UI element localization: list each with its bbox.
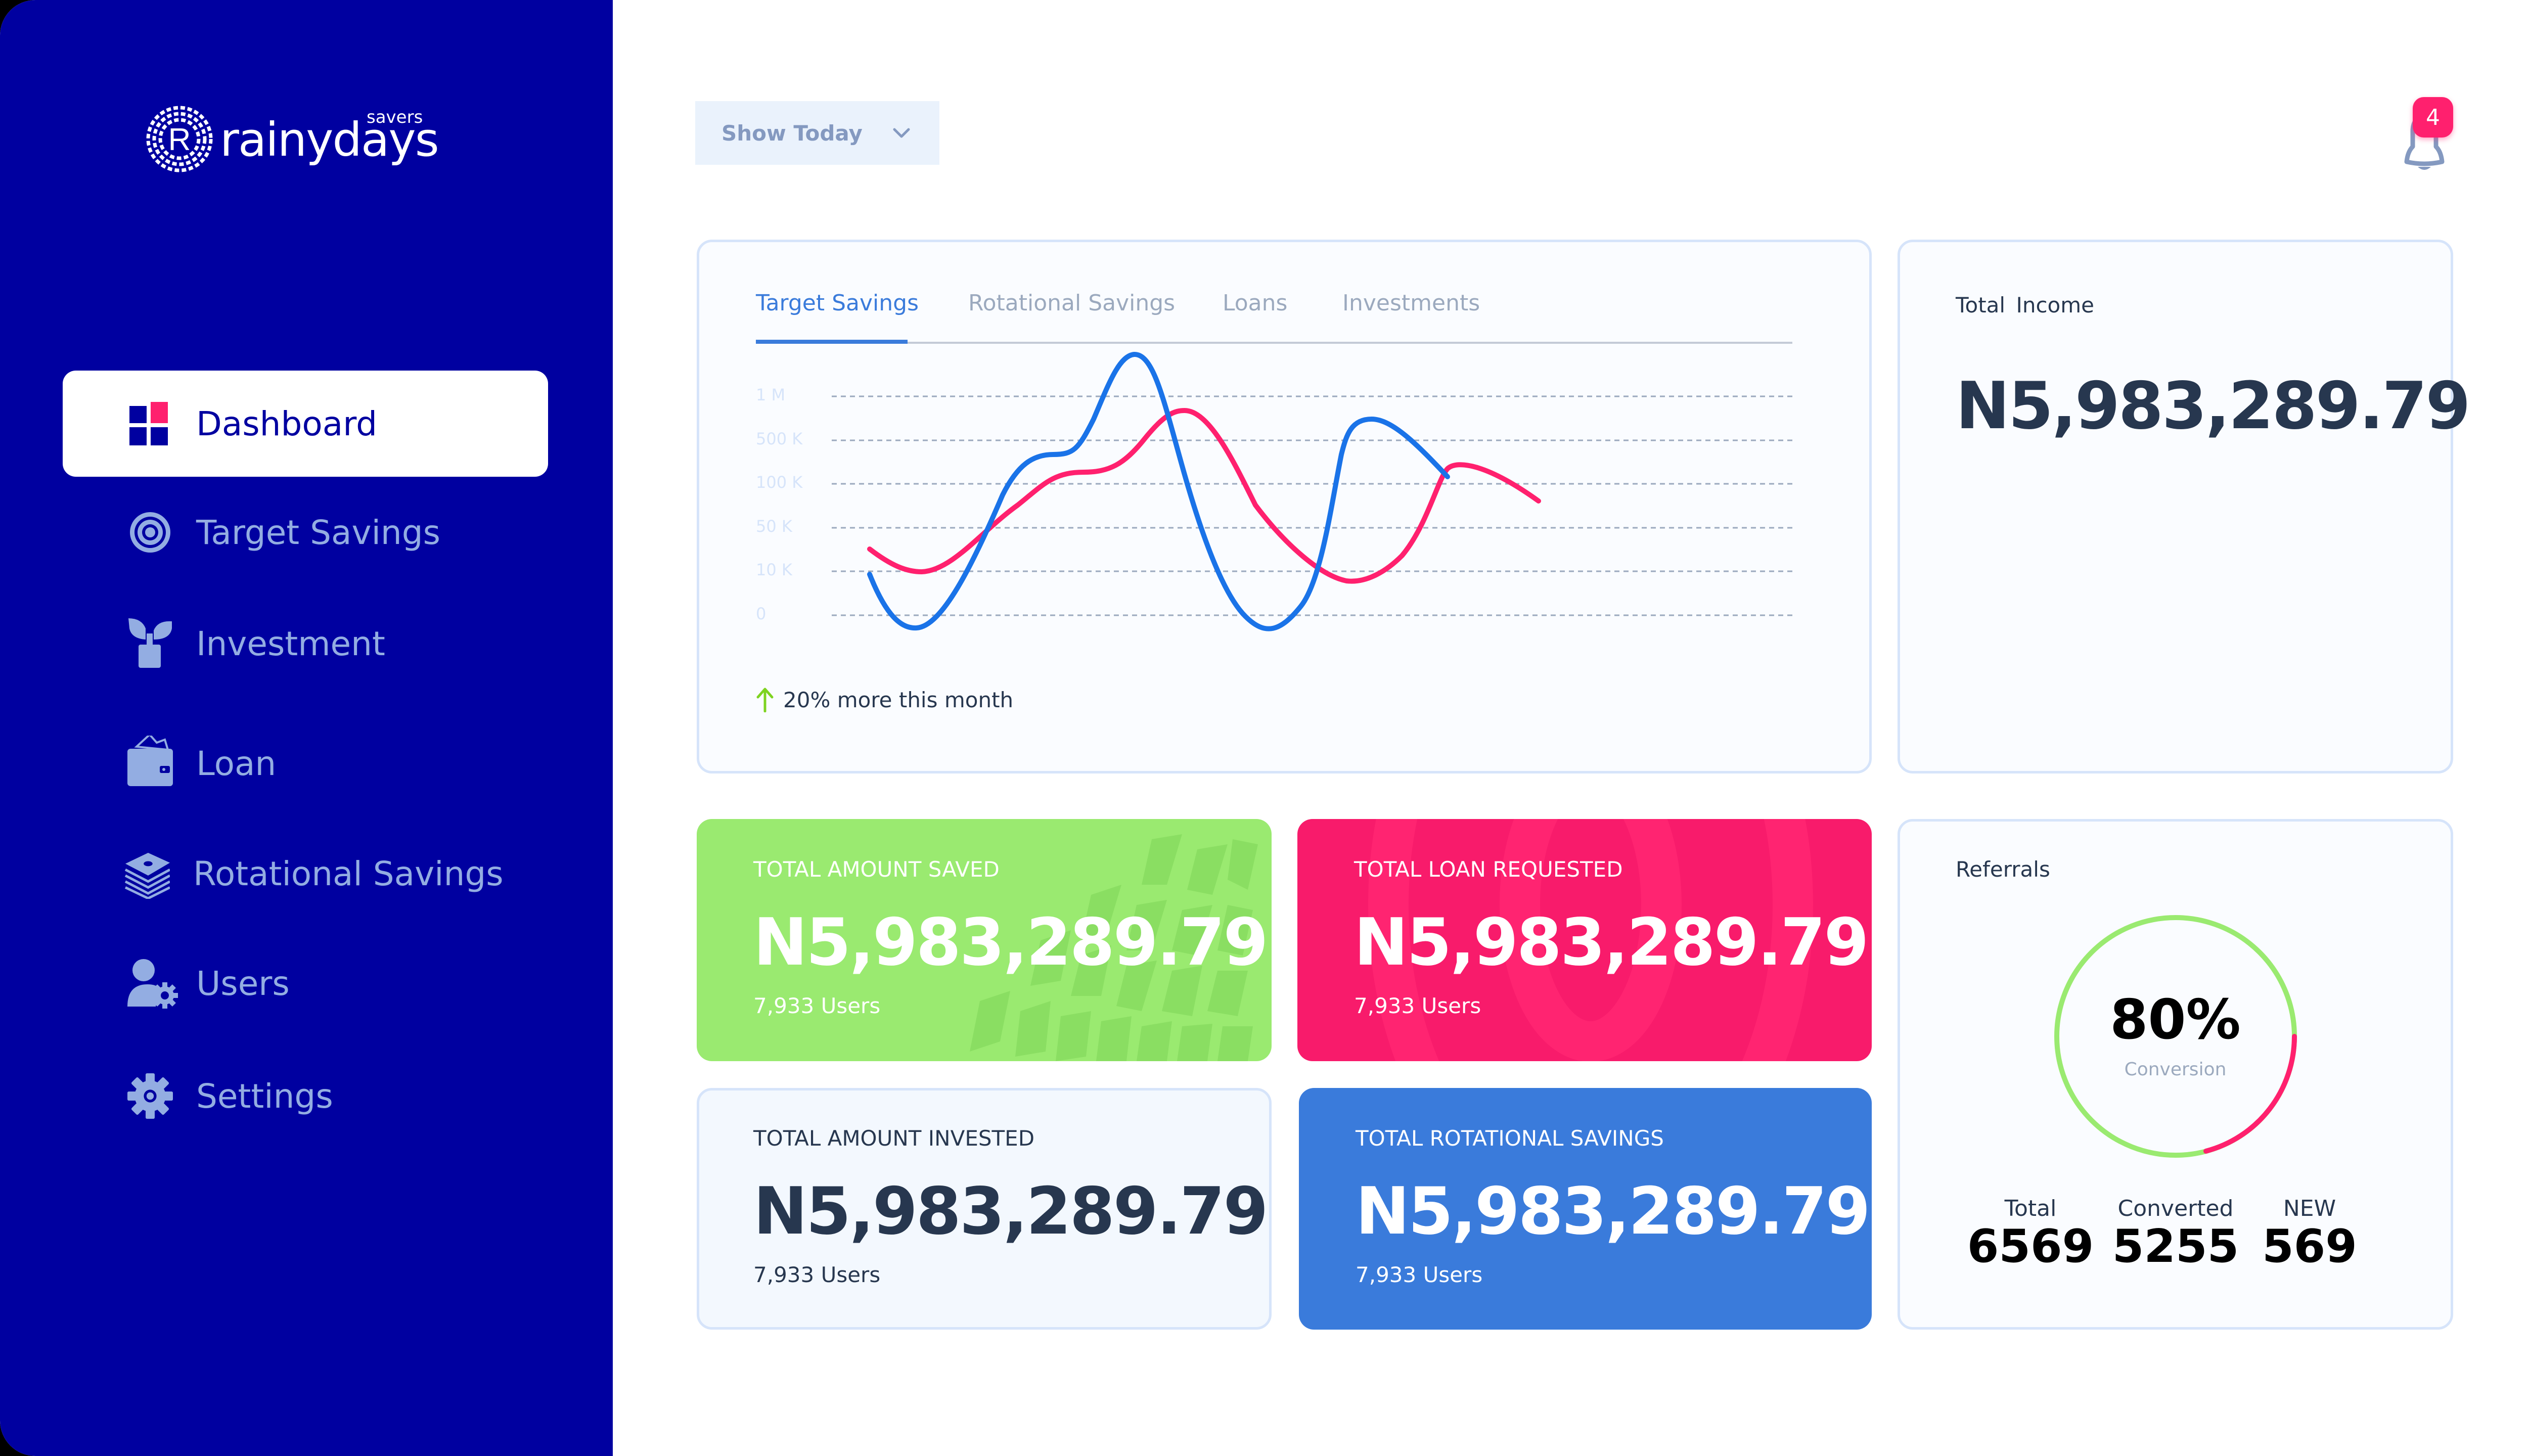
referral-stat-converted: Converted 5255: [2100, 1196, 2251, 1271]
date-filter-value: Show Today: [721, 120, 863, 146]
tab-loans[interactable]: Loans: [1223, 290, 1288, 316]
referrals-title: Referrals: [1956, 857, 2050, 882]
referral-stat-value: 5255: [2112, 1220, 2239, 1273]
money-stack-icon: [124, 852, 170, 899]
total-amount-saved-card[interactable]: TOTAL AMOUNT SAVED N5,983,289.79 7,933 U…: [697, 819, 1272, 1061]
sidebar-item-investment[interactable]: Investment: [63, 590, 548, 697]
stat-value: N5,983,289.79: [753, 905, 1269, 980]
logo-emblem-icon: R: [146, 106, 213, 172]
dashboard-icon: [129, 402, 168, 445]
conversion-label: Conversion: [2124, 1059, 2227, 1080]
gear-icon: [127, 1073, 173, 1119]
tab-target-savings[interactable]: Target Savings: [756, 290, 919, 316]
brand-tagline: savers: [367, 107, 423, 127]
y-axis-tick: 100 K: [756, 473, 803, 492]
referral-stat-new: NEW 569: [2234, 1196, 2385, 1271]
sidebar-item-label: Loan: [196, 744, 277, 783]
stat-title: TOTAL ROTATIONAL SAVINGS: [1356, 1126, 1664, 1151]
referral-stat-label: Total: [2004, 1196, 2057, 1221]
active-tab-indicator: [756, 340, 908, 344]
y-axis-tick: 10 K: [756, 560, 792, 579]
referral-stat-value: 6569: [1967, 1220, 2094, 1273]
stat-users: 7,933 Users: [1354, 993, 1481, 1018]
sidebar-item-label: Dashboard: [196, 404, 378, 443]
sidebar: R rainydays savers Dashboard Target Sa: [0, 0, 613, 1456]
chart-tabs: Target Savings Rotational Savings Loans …: [756, 290, 1792, 346]
total-loan-requested-card[interactable]: TOTAL LOAN REQUESTED N5,983,289.79 7,933…: [1297, 819, 1872, 1061]
arrow-up-icon: [756, 688, 774, 712]
sidebar-item-target-savings[interactable]: Target Savings: [63, 479, 548, 585]
tab-investments[interactable]: Investments: [1342, 290, 1480, 316]
stat-users: 7,933 Users: [753, 993, 881, 1018]
stat-title: TOTAL AMOUNT INVESTED: [753, 1126, 1035, 1151]
brand-wordmark: rainydays: [220, 113, 439, 167]
total-rotational-savings-card[interactable]: TOTAL ROTATIONAL SAVINGS N5,983,289.79 7…: [1299, 1088, 1872, 1330]
date-filter-dropdown[interactable]: Show Today: [695, 101, 939, 165]
stat-users: 7,933 Users: [753, 1262, 881, 1287]
sidebar-item-label: Users: [196, 964, 290, 1003]
trend-text: 20% more this month: [783, 687, 1014, 712]
concentric-pattern: [1368, 819, 1813, 1061]
y-axis-tick: 0: [756, 604, 766, 623]
sidebar-item-settings[interactable]: Settings: [63, 1043, 548, 1149]
line-chart: [832, 351, 1795, 631]
pink-series-line: [867, 407, 1541, 584]
brand-logo[interactable]: R rainydays savers: [144, 104, 439, 179]
referral-stat-total: Total 6569: [1955, 1196, 2106, 1271]
stat-title: TOTAL LOAN REQUESTED: [1354, 857, 1623, 882]
wallet-icon: [127, 736, 173, 786]
stat-title: TOTAL AMOUNT SAVED: [753, 857, 1000, 882]
trend-indicator: 20% more this month: [756, 687, 1013, 712]
referral-stat-label: Converted: [2117, 1196, 2234, 1221]
sidebar-item-label: Target Savings: [196, 513, 441, 552]
y-axis-tick: 500 K: [756, 429, 803, 448]
sidebar-item-label: Rotational Savings: [193, 854, 504, 893]
y-axis-tick: 50 K: [756, 517, 792, 536]
target-icon: [130, 512, 170, 553]
tab-rotational-savings[interactable]: Rotational Savings: [968, 290, 1176, 316]
referral-stat-value: 569: [2262, 1220, 2357, 1273]
stat-value: N5,983,289.79: [753, 1174, 1269, 1249]
stat-users: 7,933 Users: [1356, 1262, 1483, 1287]
sidebar-item-label: Investment: [196, 624, 385, 663]
total-income-value: N5,983,289.79: [1956, 369, 2471, 444]
total-amount-invested-card[interactable]: TOTAL AMOUNT INVESTED N5,983,289.79 7,93…: [697, 1088, 1272, 1330]
stat-value: N5,983,289.79: [1356, 1174, 1871, 1249]
y-axis-tick: 1 M: [756, 385, 786, 404]
notification-count-badge: 4: [2413, 97, 2453, 138]
stat-value: N5,983,289.79: [1354, 905, 1869, 980]
sidebar-item-loan[interactable]: Loan: [63, 710, 548, 816]
sidebar-item-dashboard[interactable]: Dashboard: [63, 371, 548, 477]
referral-stat-label: NEW: [2283, 1196, 2336, 1221]
plant-icon: [128, 618, 172, 668]
mosaic-pattern: [970, 834, 1258, 1061]
total-income-title: Total Income: [1956, 293, 2094, 317]
total-income-card: Total Income N5,983,289.79: [1898, 240, 2471, 774]
sidebar-item-rotational-savings[interactable]: Rotational Savings: [63, 821, 548, 927]
savings-chart-card: Target Savings Rotational Savings Loans …: [697, 240, 1872, 774]
blue-series-line: [867, 351, 1450, 631]
user-gear-icon: [127, 959, 178, 1009]
gridlines: [832, 395, 1795, 616]
referrals-card: Referrals 80% Conversion Total 6569 Conv…: [1898, 819, 2453, 1330]
conversion-percent: 80%: [2110, 988, 2241, 1052]
svg-text:R: R: [168, 122, 191, 157]
sidebar-item-label: Settings: [196, 1076, 333, 1116]
sidebar-item-users[interactable]: Users: [63, 930, 548, 1036]
conversion-ring: [2054, 915, 2297, 1158]
chevron-down-icon: [893, 128, 910, 138]
tab-divider: [756, 342, 1792, 344]
